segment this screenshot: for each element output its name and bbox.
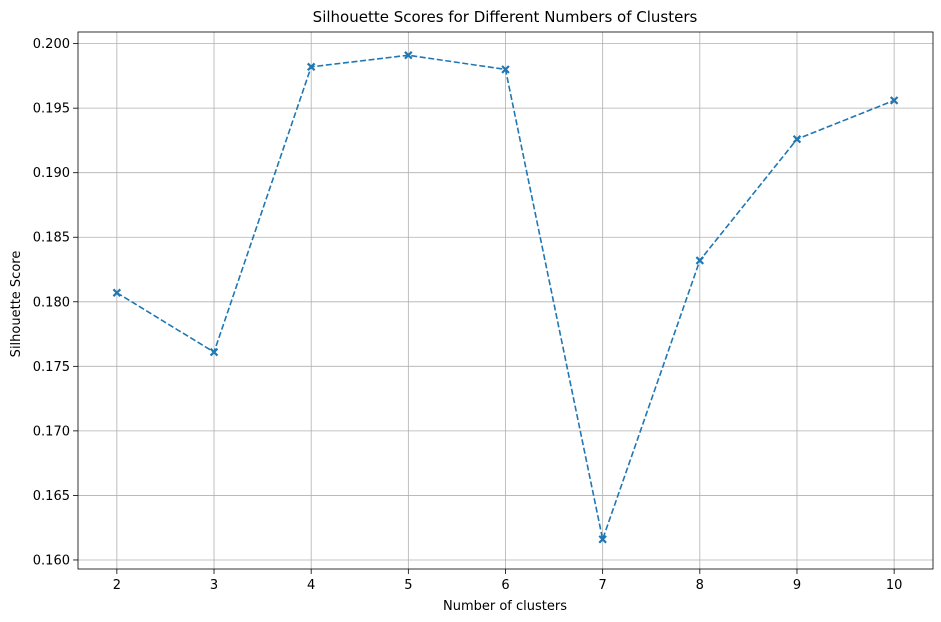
x-tick-label: 5 [404,578,412,593]
x-tick-label: 8 [696,578,704,593]
y-tick-label: 0.160 [33,553,70,568]
y-tick-label: 0.195 [33,102,70,117]
data-markers [112,51,899,544]
y-axis-label: Silhouette Score [9,251,24,358]
x-axis-ticks: 2 3 4 5 6 7 8 9 10 [113,569,903,593]
y-tick-label: 0.185 [33,231,70,246]
data-point [889,96,899,105]
x-tick-label: 4 [307,578,315,593]
x-tick-label: 2 [113,578,121,593]
y-tick-label: 0.200 [33,37,70,52]
y-tick-label: 0.165 [33,489,70,504]
data-point [209,347,219,357]
grid [78,32,933,569]
y-axis-ticks: 0.160 0.165 0.170 0.175 0.180 0.185 0.190 0.195… [33,37,78,568]
data-point [598,535,607,544]
chart-title: Silhouette Scores for Different Numbers … [313,8,698,26]
y-tick-label: 0.180 [33,295,70,310]
x-tick-label: 3 [210,578,218,593]
x-tick-label: 6 [501,578,509,593]
x-tick-label: 9 [793,578,801,593]
x-tick-label: 10 [886,578,903,593]
data-point [112,288,122,297]
y-tick-label: 0.190 [33,166,70,181]
y-tick-label: 0.175 [33,360,70,375]
x-axis-label: Number of clusters [443,599,567,614]
data-point [501,65,510,74]
y-tick-label: 0.170 [33,424,70,439]
data-point [404,51,413,60]
x-tick-label: 7 [599,578,607,593]
data-point [306,62,316,72]
data-point [792,134,802,144]
data-point [695,256,705,265]
